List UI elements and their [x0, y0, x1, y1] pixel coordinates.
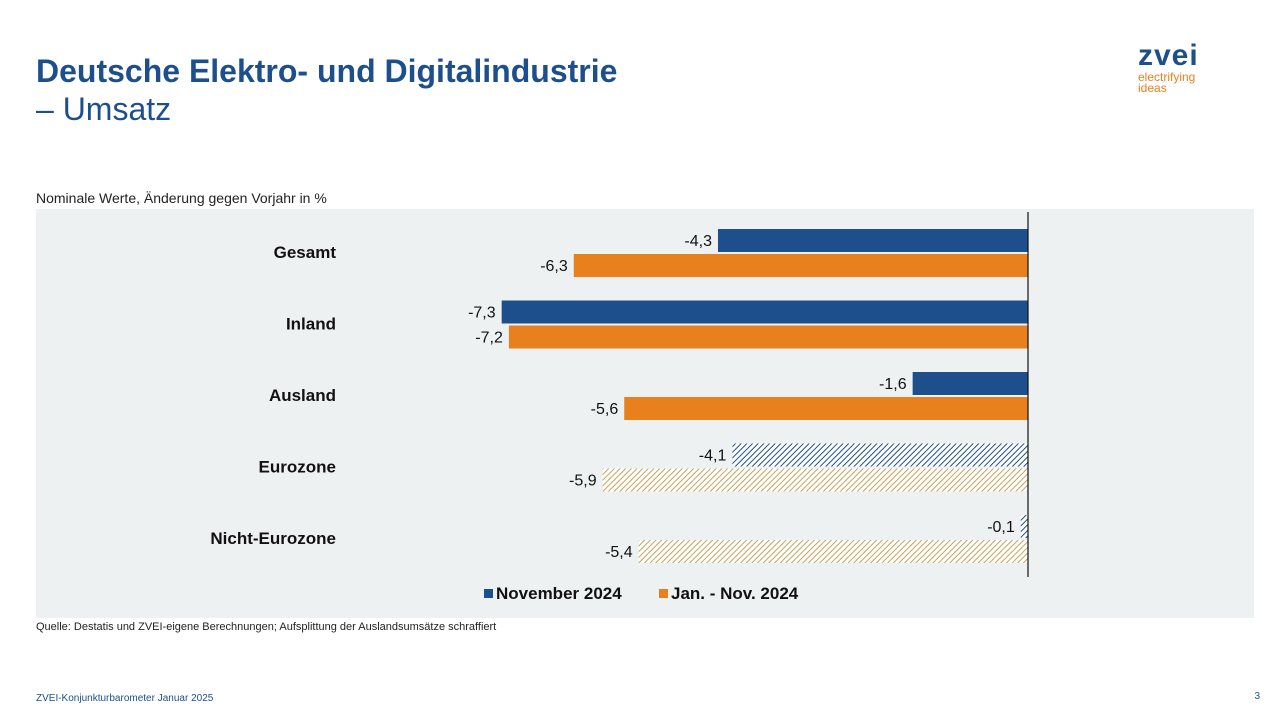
- category-label: Eurozone: [259, 458, 336, 477]
- page-title-line2: – Umsatz: [36, 91, 172, 127]
- data-label: -7,3: [468, 305, 496, 322]
- bar-november-inland: [501, 300, 1028, 324]
- bar-chart: Gesamt -4,3 -6,3 Inland -7,3 -7,2 Ausland -1,6 -…: [210, 212, 1029, 603]
- chart-panel: Gesamt -4,3 -6,3 Inland -7,3 -7,2 Ausland -1,6 -…: [36, 209, 1254, 618]
- footer-text: ZVEI-Konjunkturbarometer Januar 2025: [36, 693, 214, 704]
- zvei-logo: zvei electrifying ideas: [1138, 40, 1248, 100]
- bar-november-eurozone: [732, 443, 1028, 467]
- bar-jan-nov-eurozone: [602, 468, 1028, 492]
- category-label: Gesamt: [274, 243, 337, 262]
- logo-tagline-1: electrifying: [1138, 70, 1196, 84]
- category-label: Inland: [286, 315, 336, 334]
- data-label: -5,6: [591, 401, 619, 418]
- data-label: -5,9: [569, 473, 597, 490]
- bar-jan-nov-inland: [508, 325, 1028, 349]
- bar-jan-nov-ausland: [624, 397, 1028, 420]
- data-label: -6,3: [540, 258, 568, 275]
- bar-jan-nov-nicht-eurozone: [638, 540, 1028, 563]
- bar-november-ausland: [912, 372, 1028, 395]
- data-label: -1,6: [879, 376, 907, 393]
- data-label: -0,1: [987, 519, 1015, 536]
- category-label: Ausland: [269, 386, 336, 405]
- page-title-line1: Deutsche Elektro- und Digitalindustrie: [36, 53, 618, 89]
- data-label: -5,4: [605, 544, 633, 561]
- bar-november-nicht-eurozone: [1020, 515, 1028, 538]
- page-number: 3: [1254, 691, 1260, 702]
- bar-jan-nov-gesamt: [573, 254, 1028, 277]
- bar-november-gesamt: [717, 229, 1028, 252]
- logo-mark: zvei: [1138, 39, 1199, 72]
- data-label: -7,2: [475, 330, 503, 347]
- data-label: -4,1: [699, 448, 727, 465]
- legend-label: November 2024: [496, 584, 622, 603]
- source-note: Quelle: Destatis und ZVEI-eigene Berechn…: [36, 621, 497, 633]
- legend-label: Jan. - Nov. 2024: [671, 584, 799, 603]
- legend-swatch: [659, 589, 668, 598]
- data-label: -4,3: [684, 233, 712, 250]
- legend-swatch: [484, 589, 493, 598]
- page-title: Deutsche Elektro- und Digitalindustrie –…: [36, 52, 617, 128]
- chart-subtitle: Nominale Werte, Änderung gegen Vorjahr i…: [36, 190, 327, 206]
- logo-tagline-2: ideas: [1138, 81, 1167, 95]
- category-label: Nicht-Eurozone: [210, 529, 336, 548]
